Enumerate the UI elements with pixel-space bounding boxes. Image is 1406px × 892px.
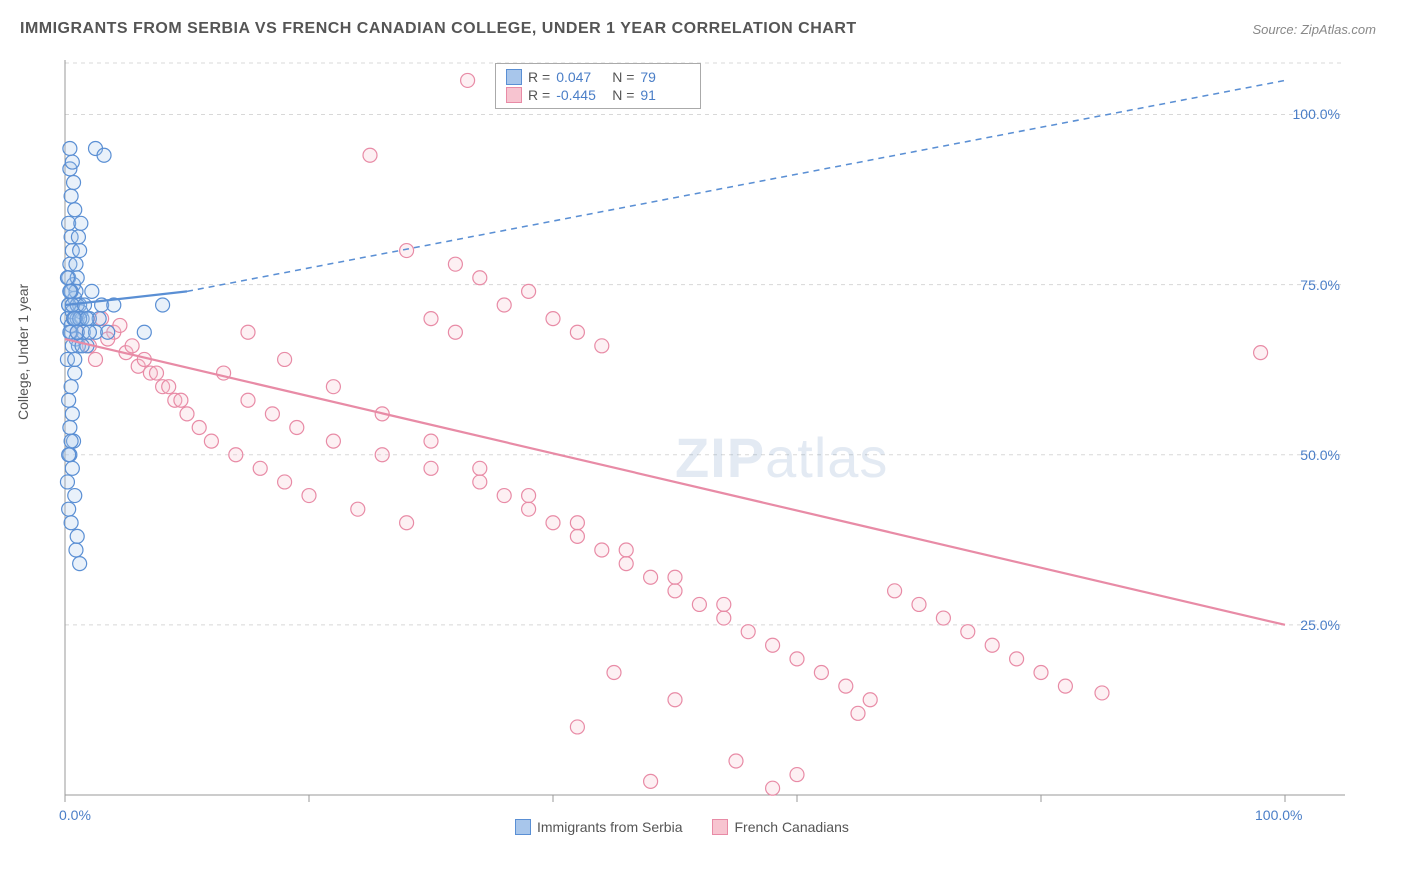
- source-prefix: Source:: [1252, 22, 1300, 37]
- legend-row-french: R = -0.445 N = 91: [506, 86, 690, 104]
- legend-label-serbia: Immigrants from Serbia: [537, 819, 682, 835]
- source-attribution: Source: ZipAtlas.com: [1252, 22, 1376, 37]
- scatter-plot: [55, 55, 1355, 835]
- legend-item-serbia: Immigrants from Serbia: [515, 819, 682, 835]
- legend-item-french: French Canadians: [712, 819, 848, 835]
- series-legend: Immigrants from Serbia French Canadians: [515, 819, 849, 835]
- chart-area: R = 0.047 N = 79 R = -0.445 N = 91 ZIPat…: [55, 55, 1355, 835]
- n-label: N =: [612, 87, 634, 103]
- chart-title: IMMIGRANTS FROM SERBIA VS FRENCH CANADIA…: [20, 20, 857, 38]
- swatch-french: [506, 87, 522, 103]
- swatch-serbia: [515, 819, 531, 835]
- y-axis-label: College, Under 1 year: [15, 284, 31, 420]
- r-label: R =: [528, 69, 550, 85]
- swatch-serbia: [506, 69, 522, 85]
- n-value-french: 91: [640, 87, 690, 103]
- n-value-serbia: 79: [640, 69, 690, 85]
- legend-row-serbia: R = 0.047 N = 79: [506, 68, 690, 86]
- y-tick-label: 75.0%: [1300, 277, 1340, 293]
- source-name: ZipAtlas.com: [1301, 22, 1376, 37]
- r-value-french: -0.445: [556, 87, 606, 103]
- r-label: R =: [528, 87, 550, 103]
- x-tick-label: 0.0%: [59, 807, 91, 823]
- y-tick-label: 25.0%: [1300, 617, 1340, 633]
- correlation-legend: R = 0.047 N = 79 R = -0.445 N = 91: [495, 63, 701, 109]
- r-value-serbia: 0.047: [556, 69, 606, 85]
- y-tick-label: 100.0%: [1293, 106, 1340, 122]
- legend-label-french: French Canadians: [734, 819, 848, 835]
- n-label: N =: [612, 69, 634, 85]
- swatch-french: [712, 819, 728, 835]
- y-tick-label: 50.0%: [1300, 447, 1340, 463]
- x-tick-label: 100.0%: [1255, 807, 1302, 823]
